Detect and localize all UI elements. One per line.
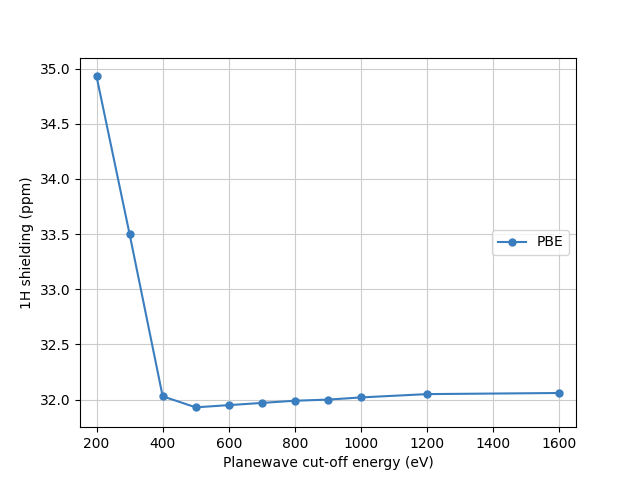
PBE — [126, 231, 134, 237]
Legend: PBE: PBE — [492, 230, 569, 255]
PBE — [291, 398, 299, 404]
Line: PBE: PBE — [93, 73, 563, 411]
PBE — [258, 400, 266, 406]
PBE — [556, 390, 563, 396]
PBE — [357, 395, 365, 400]
PBE — [93, 73, 100, 79]
PBE — [424, 391, 431, 397]
Y-axis label: 1H shielding (ppm): 1H shielding (ppm) — [20, 176, 34, 309]
PBE — [192, 405, 200, 410]
PBE — [324, 397, 332, 403]
PBE — [159, 394, 166, 399]
PBE — [225, 402, 233, 408]
X-axis label: Planewave cut-off energy (eV): Planewave cut-off energy (eV) — [223, 456, 433, 470]
